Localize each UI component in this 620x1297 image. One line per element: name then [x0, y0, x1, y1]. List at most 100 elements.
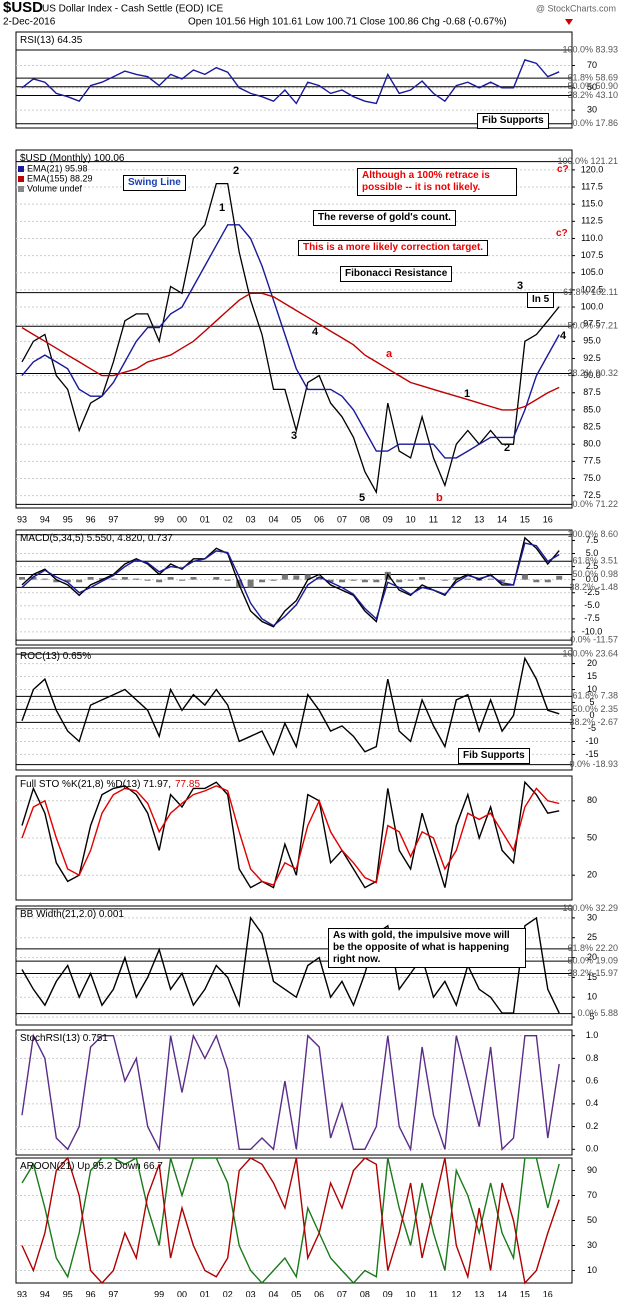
x-tick-label: 16 — [543, 514, 553, 524]
y-tick-label: 30 — [587, 912, 597, 922]
title-text: BB Width(21,2.0) 0.001 — [20, 909, 124, 920]
histogram-bar — [87, 577, 94, 580]
series-line — [21, 785, 560, 886]
y-tick-label: -7.5 — [584, 613, 600, 623]
y-tick-label: 50 — [587, 82, 597, 92]
series-line — [21, 536, 560, 628]
y-tick-label: 10 — [587, 684, 597, 694]
y-tick-label: 120.0 — [581, 164, 604, 174]
histogram-bar — [30, 577, 37, 580]
x-tick-label: 06 — [314, 1289, 324, 1297]
histogram-bar — [453, 577, 460, 580]
x-tick-label: 11 — [429, 1289, 438, 1297]
watermark: @ StockCharts.com — [536, 3, 616, 13]
fib-label: 50.0% 50.90 — [567, 81, 618, 91]
x-tick-label: 08 — [360, 1289, 370, 1297]
fib-label: 38.2% 43.10 — [567, 90, 618, 100]
y-tick-label: 70 — [587, 60, 597, 70]
histogram-bar — [53, 579, 60, 583]
annotation: b — [436, 492, 443, 504]
histogram-bar — [533, 579, 540, 583]
y-tick-label: 25 — [587, 932, 597, 942]
fib-label: 61.8% 102.11 — [563, 287, 618, 297]
x-tick-label: 15 — [520, 514, 530, 524]
x-tick-label: 96 — [86, 1289, 96, 1297]
y-tick-label: -2.5 — [584, 587, 600, 597]
y-tick-label: 50 — [587, 832, 597, 842]
histogram-bar — [133, 578, 140, 580]
panel-title: RSI(13) 64.35 — [20, 35, 83, 46]
panel-title: AROON(21) Up 95.2 Down 66.7 — [20, 1161, 163, 1172]
series-line — [21, 59, 560, 105]
y-tick-label: 92.5 — [583, 353, 601, 363]
fib-label: 100.0% 32.29 — [562, 903, 618, 913]
fib-label: 100.0% 23.64 — [562, 649, 618, 659]
y-tick-label: 115.0 — [581, 199, 603, 209]
y-tick-label: 95.0 — [583, 336, 601, 346]
legend-swatch — [18, 166, 24, 172]
y-tick-label: 102.5 — [581, 284, 604, 294]
x-tick-label: 94 — [40, 1289, 50, 1297]
x-tick-label: 06 — [314, 514, 324, 524]
histogram-bar — [156, 579, 163, 583]
x-tick-label: 97 — [108, 1289, 118, 1297]
y-tick-label: 1.0 — [586, 1030, 599, 1040]
histogram-bar — [521, 574, 528, 580]
series-line — [21, 1156, 560, 1285]
fib-label: 50.0% 97.21 — [567, 321, 618, 331]
title-value: 77.85 — [175, 779, 200, 790]
y-tick-label: 77.5 — [583, 456, 601, 466]
annotation: 3 — [517, 280, 524, 292]
y-tick-label: 112.5 — [581, 216, 603, 226]
annotation: 2 — [504, 442, 511, 454]
down-icon — [565, 19, 573, 25]
y-tick-label: 80 — [587, 795, 597, 805]
fib-label: 61.8% 22.20 — [567, 943, 618, 953]
y-tick-label: 90.0 — [583, 370, 601, 380]
symbol: $USD — [3, 0, 43, 16]
x-tick-label: 97 — [108, 514, 118, 524]
annotation: In 5 — [527, 292, 555, 308]
title-text: ROC(13) 0.65% — [20, 651, 91, 662]
y-tick-label: 0.0 — [586, 574, 599, 584]
fib-label: 100.0% 121.21 — [557, 156, 618, 166]
y-tick-label: 100.0 — [581, 301, 604, 311]
fib-label: 61.8% 7.38 — [572, 691, 618, 701]
y-tick-label: -5.0 — [584, 600, 600, 610]
histogram-bar — [373, 579, 380, 583]
x-tick-label: 00 — [177, 1289, 187, 1297]
annotation: Fib Supports — [458, 748, 530, 764]
fib-label: 100.0% 83.93 — [562, 44, 618, 54]
y-tick-label: -10.0 — [582, 626, 603, 636]
annotation: 1 — [219, 202, 226, 214]
y-tick-label: 20 — [587, 952, 597, 962]
histogram-bar — [419, 577, 426, 580]
x-tick-label: 11 — [429, 514, 438, 524]
panel-frame — [15, 149, 573, 509]
x-tick-label: 99 — [154, 514, 164, 524]
y-tick-label: 15 — [587, 671, 597, 681]
x-tick-label: 03 — [246, 1289, 256, 1297]
x-tick-label: 07 — [337, 514, 347, 524]
annotation: Although a 100% retrace is possible -- i… — [357, 168, 517, 196]
y-tick-label: 0.4 — [586, 1098, 599, 1108]
annotation: 2 — [233, 165, 240, 177]
panel-frame — [15, 905, 573, 1026]
annotation: c? — [557, 164, 569, 175]
annotation: The reverse of gold's count. — [313, 210, 456, 226]
histogram-bar — [544, 579, 551, 583]
title-text: RSI(13) 64.35 — [20, 35, 83, 46]
histogram-bar — [270, 579, 277, 581]
panel-title: MACD(5,34,5) 5.550, 4.820, 0.737 — [20, 533, 173, 544]
y-tick-label: 87.5 — [583, 387, 601, 397]
panel-title: ROC(13) 0.65% — [20, 651, 91, 662]
series-line — [21, 780, 560, 889]
y-tick-label: -15 — [585, 749, 598, 759]
annotation: c? — [556, 228, 568, 239]
histogram-bar — [487, 578, 494, 580]
annotation: 5 — [359, 492, 366, 504]
x-tick-label: 05 — [291, 514, 301, 524]
fib-label: 50.0% 2.35 — [572, 704, 618, 714]
x-tick-label: 01 — [200, 1289, 210, 1297]
